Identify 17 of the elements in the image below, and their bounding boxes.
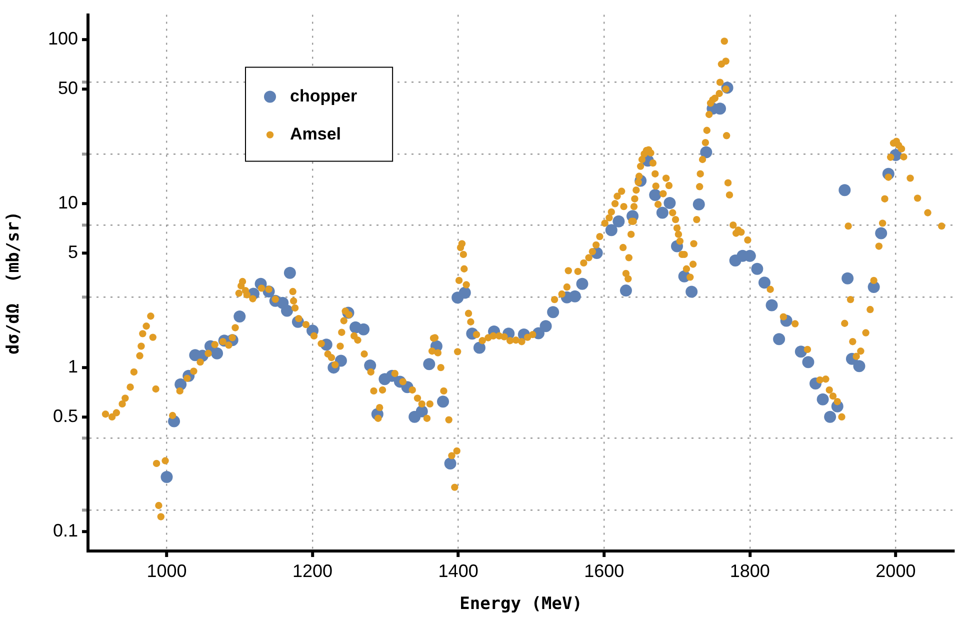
x-tick-label: 1000 <box>146 560 187 581</box>
x-tick-label: 1800 <box>730 560 770 581</box>
y-tick-label: 5 <box>68 242 78 262</box>
x-tick-label: 1400 <box>438 560 478 581</box>
legend-label: Amsel <box>290 124 342 144</box>
y-tick-label: 10 <box>58 192 78 213</box>
x-tick-label: 1200 <box>292 560 333 581</box>
y-tick-label: 50 <box>58 78 78 98</box>
y-tick-label: 0.5 <box>52 406 78 426</box>
y-tick-label: 100 <box>48 28 78 49</box>
y-tick-label: 1 <box>68 356 78 377</box>
legend-label: chopper <box>290 86 358 106</box>
x-axis-title: Energy (MeV) <box>460 594 582 614</box>
y-tick-label: 0.1 <box>52 520 78 540</box>
x-tick-label: 2000 <box>876 560 916 581</box>
x-tick-label: 1600 <box>584 560 624 581</box>
y-axis-title: dσ/dΩ (mb/sr) <box>4 211 24 355</box>
